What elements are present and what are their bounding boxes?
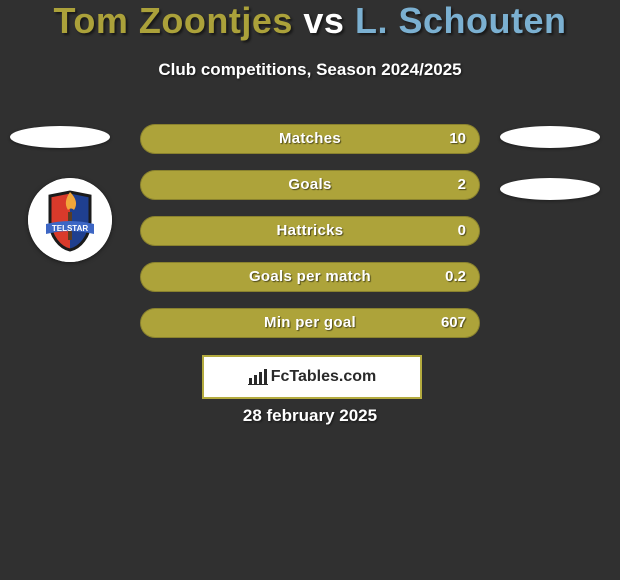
stat-row: Hattricks0 <box>140 216 480 246</box>
player1-name: Tom Zoontjes <box>54 0 293 41</box>
stat-label: Goals <box>140 170 480 200</box>
stat-label: Goals per match <box>140 262 480 292</box>
svg-text:TELSTAR: TELSTAR <box>52 224 89 233</box>
subtitle: Club competitions, Season 2024/2025 <box>0 60 620 80</box>
stat-row: Min per goal607 <box>140 308 480 338</box>
stat-label: Matches <box>140 124 480 154</box>
player2-photo-placeholder <box>500 126 600 148</box>
stat-value: 2 <box>458 170 466 200</box>
brand-text: FcTables.com <box>271 368 377 386</box>
page-title: Tom Zoontjes vs L. Schouten <box>0 0 620 42</box>
source-attribution: FcTables.com <box>202 355 422 399</box>
player2-name: L. Schouten <box>355 0 567 41</box>
stat-label: Hattricks <box>140 216 480 246</box>
player1-club-crest: TELSTAR <box>28 178 112 262</box>
stat-row: Matches10 <box>140 124 480 154</box>
stat-value: 0 <box>458 216 466 246</box>
player2-club-placeholder <box>500 178 600 200</box>
stat-value: 10 <box>449 124 466 154</box>
vs-label: vs <box>303 0 344 41</box>
stat-value: 0.2 <box>445 262 466 292</box>
snapshot-date: 28 february 2025 <box>0 406 620 426</box>
comparison-infographic: Tom Zoontjes vs L. Schouten Club competi… <box>0 0 620 580</box>
stat-label: Min per goal <box>140 308 480 338</box>
stat-row: Goals per match0.2 <box>140 262 480 292</box>
player1-photo-placeholder <box>10 126 110 148</box>
stat-row: Goals2 <box>140 170 480 200</box>
stats-table: Matches10 Goals2 Hattricks0 Goals per match… <box>140 124 480 354</box>
bar-chart-icon <box>248 369 268 385</box>
stat-value: 607 <box>441 308 466 338</box>
telstar-crest-icon: TELSTAR <box>28 178 112 262</box>
